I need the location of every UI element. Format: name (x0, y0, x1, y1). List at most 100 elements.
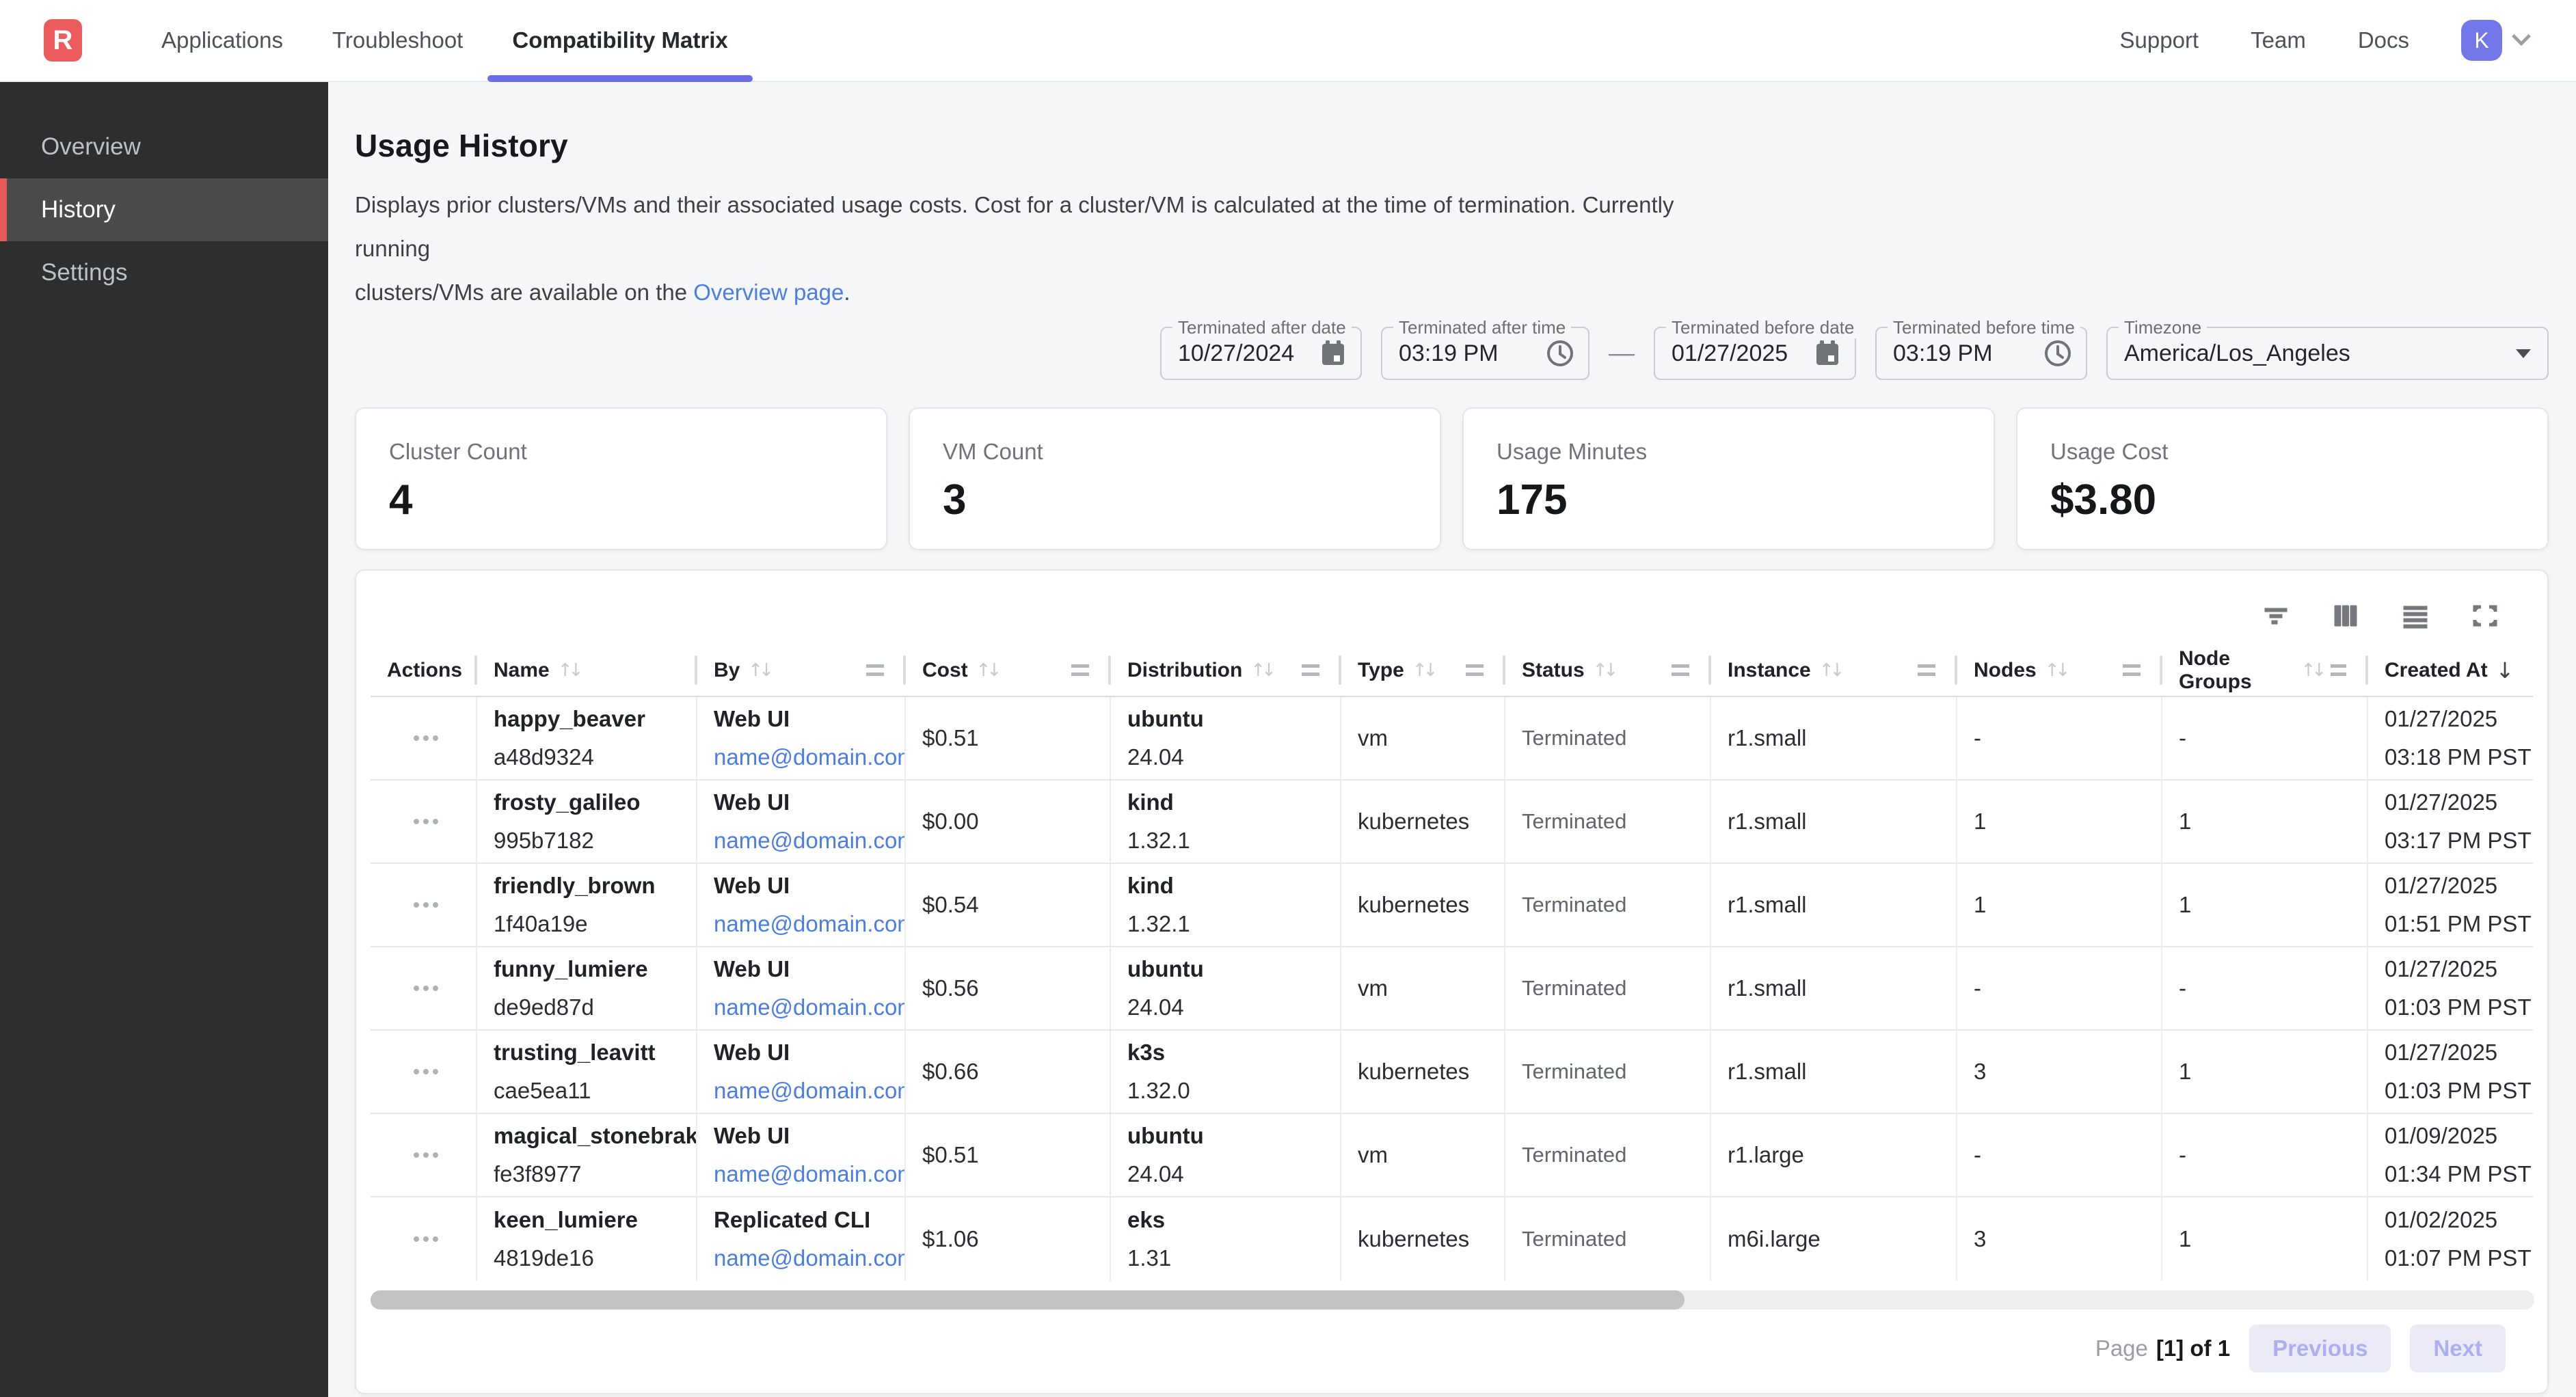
field-label: Terminated after time (1393, 317, 1572, 338)
row-actions-button[interactable] (371, 1031, 477, 1113)
column-header-distribution[interactable]: Distribution ↑↓ (1111, 645, 1341, 696)
filter-icon[interactable] (2261, 601, 2291, 631)
table-footer: Page [1] of 1 Previous Next (371, 1325, 2533, 1372)
field-label: Terminated after date (1172, 317, 1352, 338)
created-time: 01:34 PM PST (2385, 1161, 2532, 1186)
column-label: Status (1522, 658, 1585, 681)
created-by: Web UI (714, 706, 790, 731)
column-header-status[interactable]: Status ↑↓ (1505, 645, 1711, 696)
terminated-before-time-field[interactable]: Terminated before time 03:19 PM (1875, 317, 2087, 380)
horizontal-scrollbar-thumb[interactable] (371, 1290, 1685, 1310)
terminated-before-date-field[interactable]: Terminated before date 01/27/2025 (1654, 317, 1860, 380)
email-link[interactable]: name@domain.com (714, 828, 906, 853)
email-link[interactable]: name@domain.com (714, 1078, 906, 1103)
dropdown-arrow-icon[interactable] (2516, 349, 2531, 358)
avatar[interactable]: K (2461, 20, 2502, 61)
calendar-icon[interactable] (1319, 339, 1347, 368)
page-indicator: [1] of 1 (2156, 1335, 2231, 1361)
nav-tab-compatibility-matrix[interactable]: Compatibility Matrix (487, 0, 753, 82)
sidebar: Overview History Settings (0, 82, 328, 1397)
table-header-row: Actions Name ↑↓ By ↑↓ Cost ↑↓ Distribution ↑… (371, 645, 2533, 697)
sort-desc-icon: ↓ (2495, 657, 2514, 683)
chevron-down-icon[interactable] (2511, 27, 2532, 46)
field-value[interactable]: 01/27/2025 (1672, 340, 1788, 366)
stat-card-cluster-count: Cluster Count 4 (355, 407, 887, 550)
nav-link-docs[interactable]: Docs (2357, 27, 2409, 53)
overview-page-link[interactable]: Overview page (693, 280, 844, 305)
nav-tab-troubleshoot[interactable]: Troubleshoot (308, 0, 487, 81)
column-filter-icon[interactable] (866, 664, 884, 676)
replicated-logo[interactable]: R (44, 19, 82, 62)
column-header-node-groups[interactable]: Node Groups ↑↓ (2162, 645, 2368, 696)
terminated-after-time-field[interactable]: Terminated after time 03:19 PM (1381, 317, 1589, 380)
column-header-name[interactable]: Name ↑↓ (477, 645, 697, 696)
nav-link-team[interactable]: Team (2251, 27, 2306, 53)
columns-icon[interactable] (2331, 601, 2361, 631)
created-by: Web UI (714, 789, 790, 815)
column-filter-icon[interactable] (1071, 664, 1089, 676)
column-label: Actions (387, 658, 463, 681)
field-label: Terminated before date (1666, 317, 1860, 338)
column-label: Type (1358, 658, 1404, 681)
density-icon[interactable] (2400, 601, 2430, 631)
type-value: kubernetes (1358, 1059, 1470, 1084)
sidebar-item-settings[interactable]: Settings (0, 241, 328, 304)
field-value[interactable]: 03:19 PM (1893, 340, 1993, 366)
column-header-created-at[interactable]: Created At ↓ (2368, 645, 2534, 696)
terminated-after-date-field[interactable]: Terminated after date 10/27/2024 (1160, 317, 1362, 380)
instance-value: r1.small (1728, 892, 1807, 917)
nav-link-support[interactable]: Support (2119, 27, 2199, 53)
email-link[interactable]: name@domain.com (714, 1161, 906, 1186)
distribution-name: eks (1127, 1207, 1166, 1232)
row-actions-button[interactable] (371, 697, 477, 779)
column-filter-icon[interactable] (2331, 664, 2346, 676)
next-page-button[interactable]: Next (2410, 1325, 2506, 1372)
field-value[interactable]: America/Los_Angeles (2124, 340, 2350, 366)
row-actions-button[interactable] (371, 781, 477, 863)
fullscreen-icon[interactable] (2470, 601, 2500, 631)
field-label: Timezone (2119, 317, 2208, 338)
stat-cards: Cluster Count 4 VM Count 3 Usage Minutes… (355, 407, 2549, 550)
instance-value: r1.large (1728, 1142, 1804, 1167)
sidebar-item-history[interactable]: History (0, 178, 328, 241)
field-value[interactable]: 03:19 PM (1399, 340, 1499, 366)
column-filter-icon[interactable] (1672, 664, 1689, 676)
account-menu[interactable]: K (2461, 20, 2532, 61)
row-actions-button[interactable] (371, 864, 477, 946)
email-link[interactable]: name@domain.com (714, 1245, 906, 1271)
row-actions-button[interactable] (371, 947, 477, 1029)
type-value: kubernetes (1358, 1226, 1470, 1251)
column-filter-icon[interactable] (1466, 664, 1484, 676)
calendar-icon[interactable] (1814, 339, 1841, 368)
distribution-version: 24.04 (1127, 1161, 1184, 1186)
row-actions-button[interactable] (371, 1197, 477, 1281)
stat-value: $3.80 (2050, 476, 2157, 524)
email-link[interactable]: name@domain.com (714, 744, 906, 770)
column-label: Distribution (1127, 658, 1243, 681)
sidebar-item-overview[interactable]: Overview (0, 116, 328, 178)
column-filter-icon[interactable] (1918, 664, 1935, 676)
node-groups-value: - (2179, 975, 2186, 1001)
clock-icon[interactable] (1546, 339, 1574, 368)
timezone-select[interactable]: Timezone America/Los_Angeles (2106, 317, 2549, 380)
usage-table-card: Actions Name ↑↓ By ↑↓ Cost ↑↓ Distribution ↑… (355, 569, 2549, 1394)
column-header-by[interactable]: By ↑↓ (697, 645, 906, 696)
column-header-cost[interactable]: Cost ↑↓ (906, 645, 1111, 696)
previous-page-button[interactable]: Previous (2249, 1325, 2391, 1372)
field-value[interactable]: 10/27/2024 (1178, 340, 1295, 366)
email-link[interactable]: name@domain.com (714, 911, 906, 936)
column-filter-icon[interactable] (2123, 664, 2141, 676)
column-label: Cost (922, 658, 968, 681)
created-by: Web UI (714, 873, 790, 898)
column-filter-icon[interactable] (1302, 664, 1319, 676)
column-header-instance[interactable]: Instance ↑↓ (1711, 645, 1957, 696)
column-header-type[interactable]: Type ↑↓ (1341, 645, 1505, 696)
cluster-id: a48d9324 (494, 744, 594, 770)
column-header-nodes[interactable]: Nodes ↑↓ (1957, 645, 2162, 696)
row-actions-button[interactable] (371, 1114, 477, 1196)
email-link[interactable]: name@domain.com (714, 994, 906, 1020)
clock-icon[interactable] (2043, 339, 2072, 368)
horizontal-scrollbar-track[interactable] (371, 1290, 2534, 1310)
nav-tab-applications[interactable]: Applications (137, 0, 308, 81)
